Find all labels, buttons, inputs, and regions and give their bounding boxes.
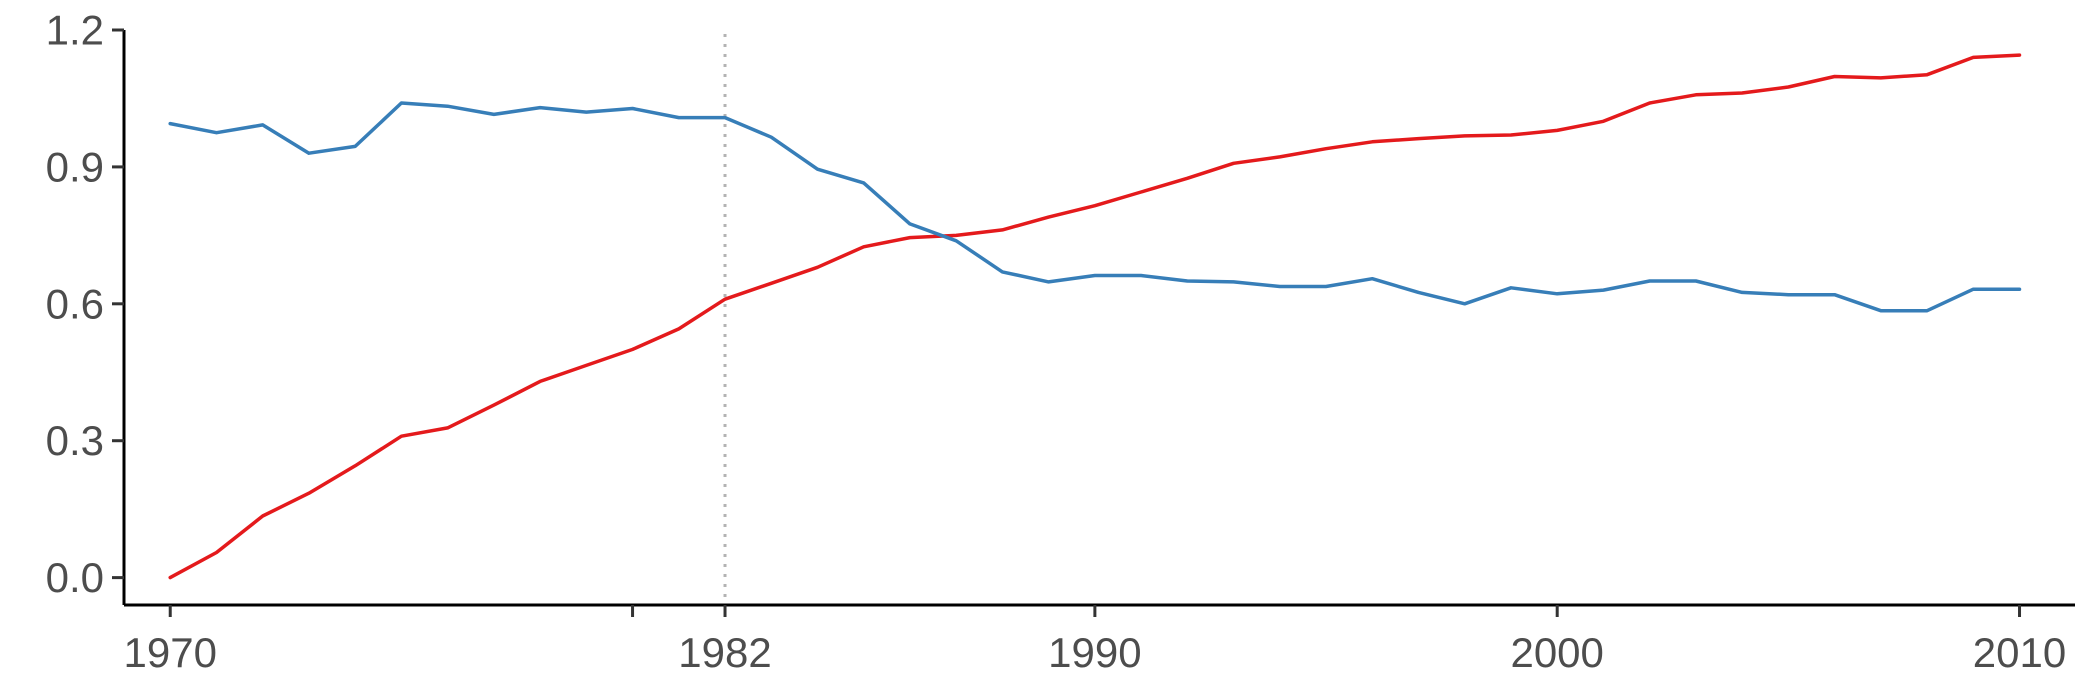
x-tick-label: 1982 xyxy=(678,629,771,676)
y-tick-label: 0.0 xyxy=(46,554,104,601)
series-layer xyxy=(168,53,2022,580)
x-tick-label: 2010 xyxy=(1973,629,2066,676)
y-tick-label: 0.9 xyxy=(46,143,104,190)
y-tick-label: 0.3 xyxy=(46,417,104,464)
y-tick-label: 1.2 xyxy=(46,7,104,54)
series-line-1 xyxy=(168,53,2022,580)
x-tick-label: 1990 xyxy=(1048,629,1141,676)
x-tick-label: 1970 xyxy=(124,629,217,676)
x-axis-ticks: 1970 1982 1990 2000 2010 xyxy=(124,605,2066,676)
axes xyxy=(122,30,2075,607)
y-tick-label: 0.6 xyxy=(46,280,104,327)
y-axis-ticks: 0.0 0.3 0.6 0.9 1.2 xyxy=(46,7,124,601)
series-line-2 xyxy=(168,101,2022,313)
x-tick-label: 2000 xyxy=(1510,629,1603,676)
